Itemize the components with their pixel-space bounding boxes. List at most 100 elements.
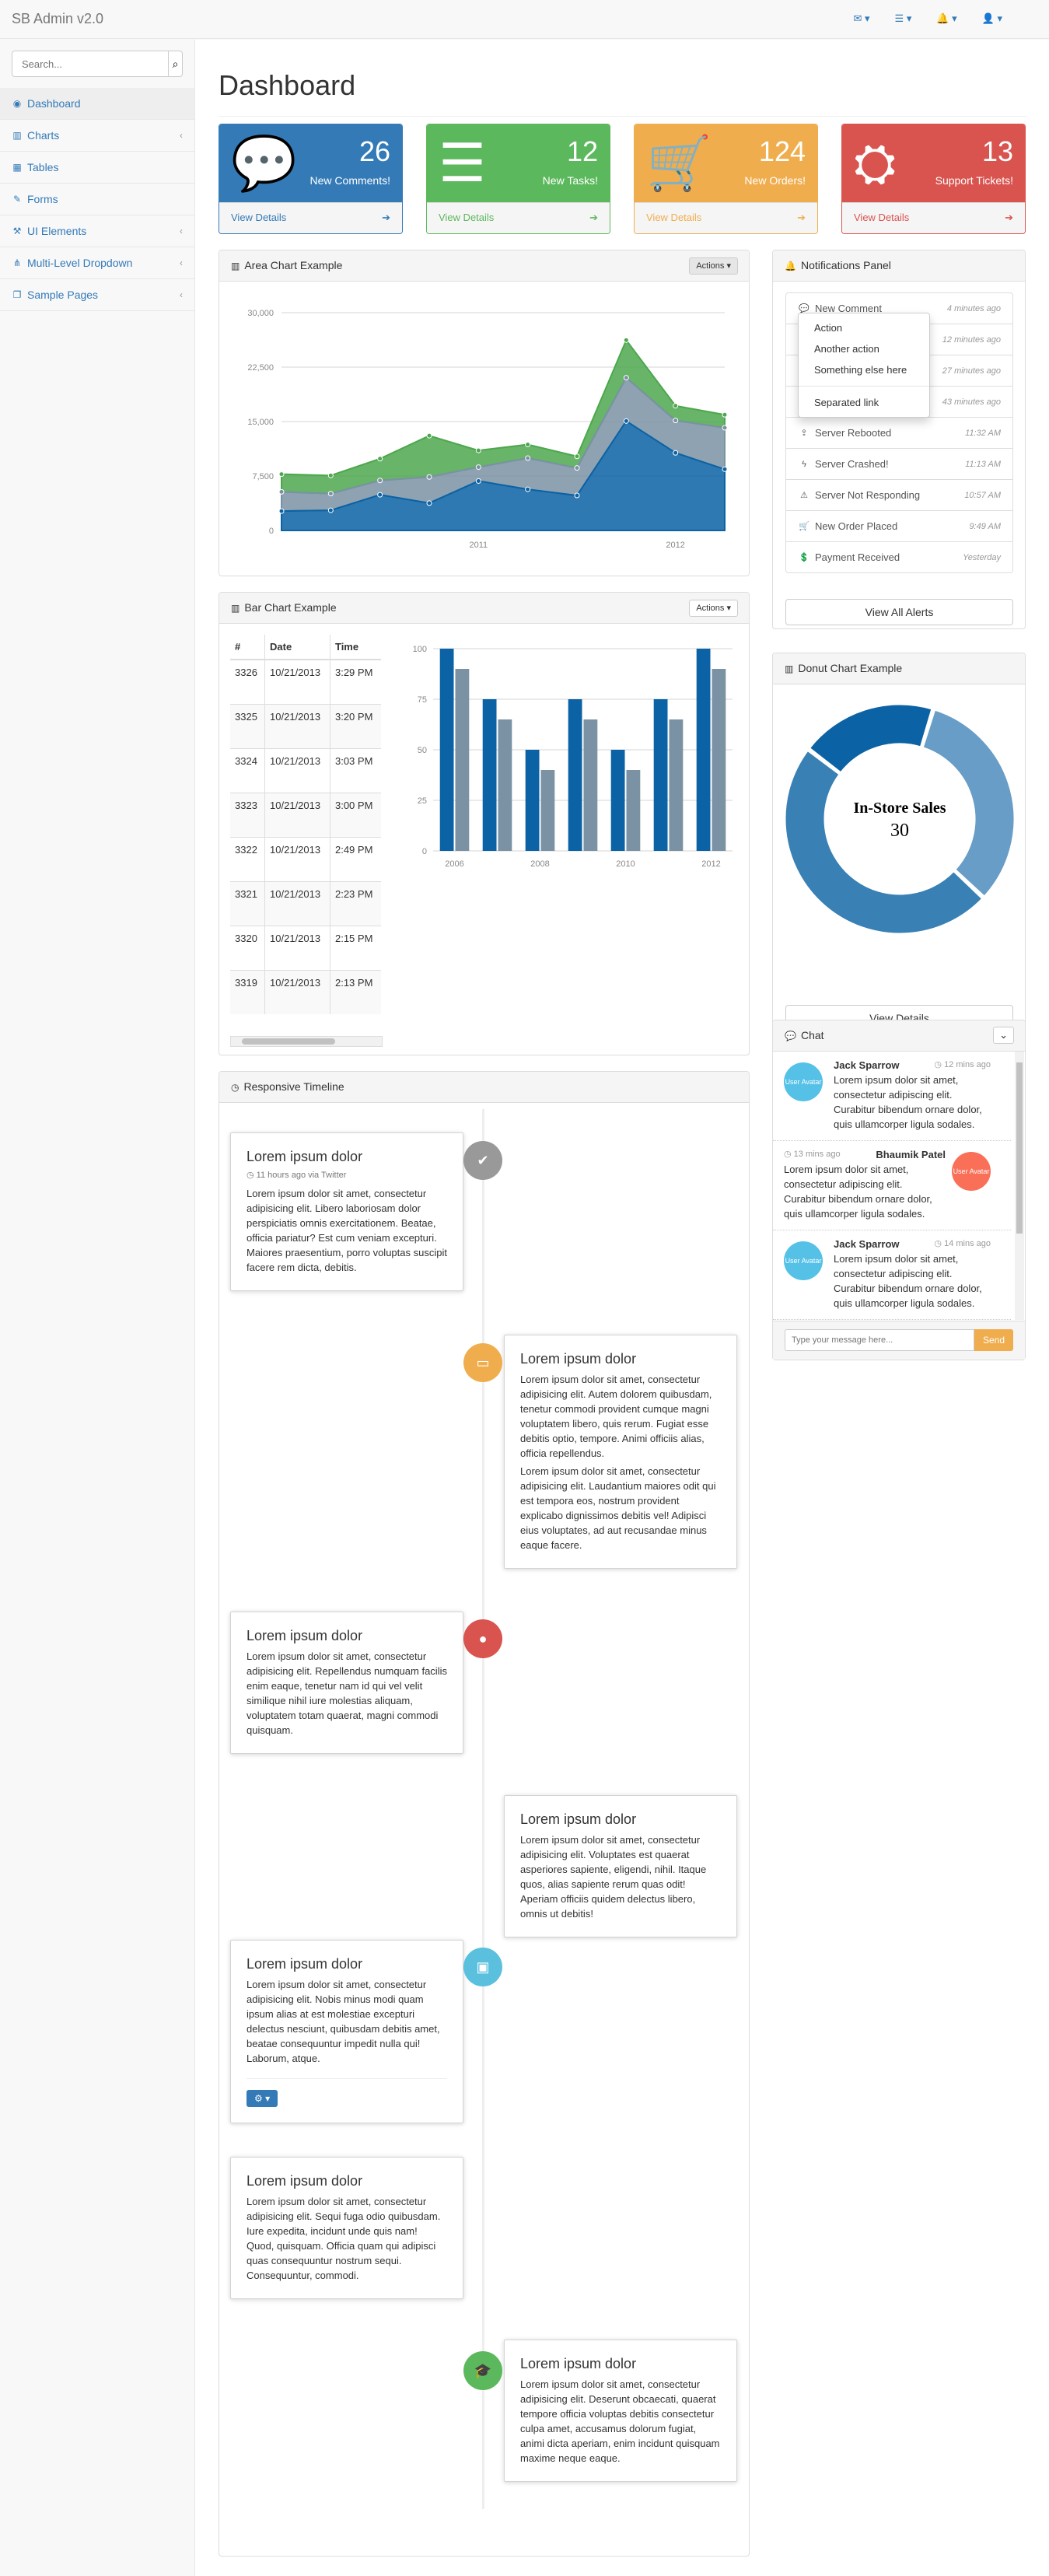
column-header[interactable]: # xyxy=(230,635,265,660)
sidebar-item-forms[interactable]: ✎ Forms xyxy=(0,184,194,215)
arrow-circle-right-icon: ➔ xyxy=(797,212,806,223)
panel-title: Chat xyxy=(800,1029,824,1041)
menu-divider xyxy=(799,386,929,387)
table-cell: 2:23 PM xyxy=(329,880,381,926)
menu-item-action[interactable]: Action xyxy=(814,322,843,334)
data-point xyxy=(623,337,629,343)
notification-label: New Comment xyxy=(815,303,882,314)
chat-message-body: Bhaumik Patel ◷ 13 mins ago Lorem ipsum do… xyxy=(784,1149,946,1221)
data-point xyxy=(525,455,531,461)
table-cell: 2:15 PM xyxy=(329,925,381,970)
sidebar-item-sample-pages[interactable]: ❐ Sample Pages ‹ xyxy=(0,279,194,311)
sidebar-item-dashboard[interactable]: ◉ Dashboard xyxy=(0,88,194,120)
menu-item-separated-link[interactable]: Separated link xyxy=(814,397,879,408)
bar xyxy=(653,699,668,851)
table-row: 3320 10/21/2013 2:15 PM xyxy=(230,925,381,970)
files-icon: ❐ xyxy=(12,289,22,300)
table-cell: 3:20 PM xyxy=(329,703,381,748)
notification-item[interactable]: 💲 Payment Received Yesterday xyxy=(785,541,1013,573)
x-tick-label: 2011 xyxy=(470,541,488,550)
view-details-link[interactable]: View Details ➔ xyxy=(219,202,402,233)
data-point xyxy=(377,478,383,484)
settings-dropdown-button[interactable]: ⚙ ▾ xyxy=(247,2090,278,2107)
actions-button[interactable]: Actions ▾ xyxy=(689,600,738,617)
table-icon: ▦ xyxy=(12,162,22,173)
chat-scrollbar[interactable] xyxy=(1015,1052,1024,1320)
stat-card-header: ☰ 12 New Tasks! xyxy=(427,124,610,202)
user-dropdown-icon[interactable]: 👤 ▾ xyxy=(981,12,1002,24)
stat-label: New Comments! xyxy=(309,174,390,187)
timeline-card-body: Lorem ipsum dolor sit amet, consectetur … xyxy=(247,1188,447,1273)
sidebar-item-charts[interactable]: ▥ Charts ‹ xyxy=(0,120,194,152)
sidebar-item-label: Dashboard xyxy=(27,97,81,110)
area-chart: 0 7,500 15,000 22,500 30,000 2011 2012 xyxy=(247,309,728,550)
y-tick-label: 100 xyxy=(413,645,427,654)
table-scrollbar[interactable] xyxy=(230,1036,383,1047)
notification-item[interactable]: ⇪ Server Rebooted 11:32 AM xyxy=(785,417,1013,449)
notification-label: Server Crashed! xyxy=(815,458,889,470)
table-cell: 3325 xyxy=(230,703,265,748)
timeline-card: Lorem ipsum dolor ◷ 11 hours ago via Twit… xyxy=(230,1132,463,1291)
bar-chart-panel: ▥ Bar Chart Example Actions ▾ # Date Time 33… xyxy=(219,592,750,1055)
bar-chart-icon: ▥ xyxy=(785,663,794,674)
stat-card: ⛭ 13 Support Tickets! View Details ➔ xyxy=(841,124,1026,234)
tasks-icon: ☰ xyxy=(439,134,486,193)
sidebar-item-multi-level-dropdown[interactable]: ⋔ Multi-Level Dropdown ‹ xyxy=(0,247,194,279)
data-point xyxy=(475,478,481,484)
search-input[interactable] xyxy=(12,51,169,77)
table-cell: 10/21/2013 xyxy=(264,703,330,748)
sidebar-item-tables[interactable]: ▦ Tables xyxy=(0,152,194,184)
sidebar-item-ui-elements[interactable]: ⚒ UI Elements ‹ xyxy=(0,215,194,247)
table-cell: 10/21/2013 xyxy=(264,836,330,881)
alerts-dropdown-icon[interactable]: 🔔 ▾ xyxy=(936,12,957,24)
tasks-dropdown-icon[interactable]: ☰ ▾ xyxy=(894,12,912,24)
donut-chart: In-Store Sales 30 xyxy=(783,702,1016,936)
chat-icon: 💬 xyxy=(785,1031,796,1041)
view-details-link[interactable]: View Details ➔ xyxy=(635,202,817,233)
view-details-link[interactable]: View Details ➔ xyxy=(842,202,1025,233)
chat-message-body: Jack Sparrow ◷ 14 mins ago Lorem ipsum dol… xyxy=(834,1238,991,1311)
y-tick-label: 15,000 xyxy=(247,418,274,427)
stat-label: New Orders! xyxy=(744,174,806,187)
menu-item-another-action[interactable]: Another action xyxy=(814,343,879,355)
messages-dropdown-icon[interactable]: ✉ ▾ xyxy=(853,12,870,24)
send-button[interactable]: Send xyxy=(974,1329,1013,1351)
table-cell: 10/21/2013 xyxy=(264,880,330,926)
panel-title: Donut Chart Example xyxy=(798,662,903,674)
chat-time: ◷ 12 mins ago xyxy=(934,1059,991,1071)
column-header[interactable]: Date xyxy=(264,635,330,660)
chat-message-input[interactable] xyxy=(785,1329,974,1351)
x-tick-label: 2010 xyxy=(616,859,635,869)
data-point xyxy=(722,411,728,418)
page-wrapper: Dashboard 💬 26 New Comments! View Details ➔ ☰… xyxy=(194,40,1049,2576)
actions-button[interactable]: Actions ▾ xyxy=(689,257,738,275)
notification-item[interactable]: 🛒 New Order Placed 9:49 AM xyxy=(785,510,1013,542)
brand-title[interactable]: SB Admin v2.0 xyxy=(12,11,104,26)
chat-toggle-button[interactable]: ⌄ xyxy=(993,1027,1014,1044)
area-series-iphone xyxy=(281,419,726,531)
timeline-card: Lorem ipsum dolor Lorem ipsum dolor sit a… xyxy=(504,1335,737,1569)
table-cell: 3319 xyxy=(230,969,265,1014)
data-point xyxy=(673,403,679,409)
notification-icon: 💬 xyxy=(799,304,809,313)
data-point xyxy=(525,486,531,492)
panel-title: Area Chart Example xyxy=(244,259,343,271)
scrollbar-thumb[interactable] xyxy=(1016,1062,1023,1234)
card-divider xyxy=(247,2078,447,2079)
search-button[interactable]: ⌕ xyxy=(169,51,183,77)
view-all-alerts-button[interactable]: View All Alerts xyxy=(785,599,1013,625)
table-row: 3325 10/21/2013 3:20 PM xyxy=(230,703,381,748)
menu-item-something-else-here[interactable]: Something else here xyxy=(814,364,907,376)
column-header[interactable]: Time xyxy=(329,635,381,660)
notification-item[interactable]: ⚠ Server Not Responding 10:57 AM xyxy=(785,479,1013,511)
view-details-link[interactable]: View Details ➔ xyxy=(427,202,610,233)
scrollbar-thumb[interactable] xyxy=(242,1038,335,1045)
table-cell: 3323 xyxy=(230,792,265,837)
wrench-icon: ⚒ xyxy=(12,226,22,236)
y-tick-label: 0 xyxy=(422,847,427,856)
notification-item[interactable]: ϟ Server Crashed! 11:13 AM xyxy=(785,448,1013,480)
table-cell: 3:00 PM xyxy=(329,792,381,837)
table-cell: 3324 xyxy=(230,747,265,793)
chat-message-body: Jack Sparrow ◷ 12 mins ago Lorem ipsum dol… xyxy=(834,1059,991,1132)
data-point xyxy=(475,447,481,453)
